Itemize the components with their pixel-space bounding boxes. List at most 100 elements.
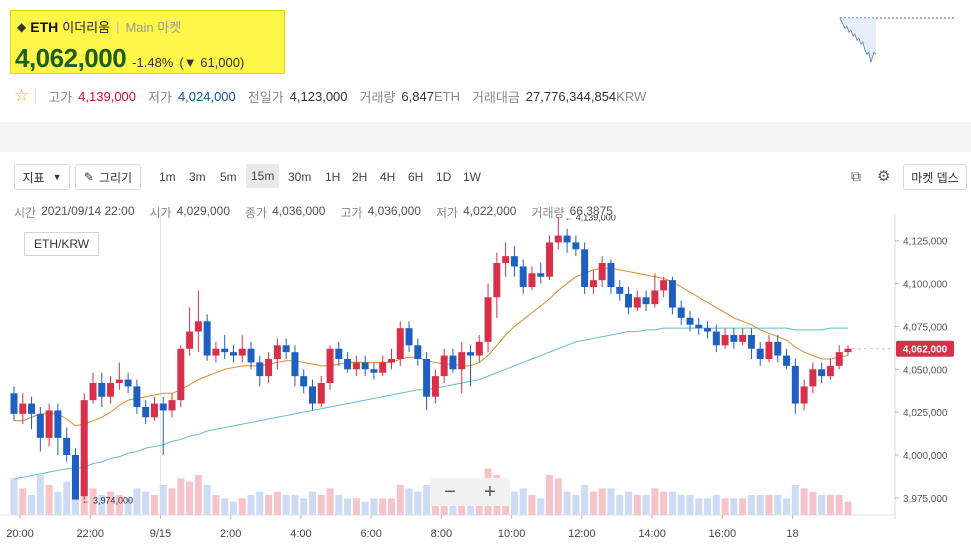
candle (493, 263, 501, 298)
candle (238, 348, 246, 356)
timeframe-1m[interactable]: 1m (159, 170, 176, 184)
candle (186, 331, 194, 349)
candle (291, 352, 299, 377)
zoom-controls: − + (430, 478, 510, 506)
timeframe-15m[interactable]: 15m (246, 164, 280, 188)
turnover-number: 27,776,344,854 (525, 88, 617, 104)
volume-bar (150, 495, 158, 515)
candle (546, 242, 554, 277)
candle (458, 352, 466, 370)
candle (563, 235, 571, 243)
coin-symbol: ETH (30, 18, 59, 35)
candle (71, 455, 79, 500)
x-tick-label: 18 (786, 528, 798, 540)
volume-bar (423, 485, 431, 515)
candle (352, 362, 360, 370)
candle (730, 335, 738, 342)
candle (133, 386, 141, 407)
candle (177, 348, 185, 401)
timeframe-6H[interactable]: 6H (408, 170, 424, 184)
timeframe-3m[interactable]: 3m (189, 170, 206, 184)
volume-bar (361, 501, 369, 515)
indicator-button[interactable]: 지표 ▼ (14, 164, 70, 190)
timeframe-1W[interactable]: 1W (463, 170, 481, 184)
volume-bar (791, 485, 799, 515)
external-link-icon[interactable]: ⧉ (851, 168, 861, 184)
volume-bar (809, 491, 817, 515)
volume-bar (756, 495, 764, 515)
timeframe-1D[interactable]: 1D (436, 170, 452, 184)
timeframe-2H[interactable]: 2H (352, 170, 368, 184)
y-tick-label: 4,025,000 (903, 408, 948, 419)
candle (28, 403, 36, 414)
volume-bar (510, 491, 518, 515)
candle (467, 352, 475, 356)
volume-bar (379, 498, 387, 515)
candle (633, 297, 641, 308)
gear-icon[interactable]: ⚙ (877, 168, 891, 185)
ohlc-high-label: 고가 (340, 206, 363, 220)
candle (818, 369, 826, 377)
candle (756, 348, 764, 359)
candle (826, 365, 834, 377)
timeframe-30m[interactable]: 30m (288, 170, 312, 184)
divider: | (116, 19, 120, 34)
ohlc-close: 4,036,000 (272, 204, 326, 218)
candle (475, 341, 483, 356)
change-percent: -1.48% (132, 55, 174, 70)
x-tick-label: 14:00 (638, 528, 666, 540)
turnover-label: 거래대금 (471, 89, 520, 105)
volume-bar (186, 481, 194, 515)
candle (537, 273, 545, 277)
prev-close-label: 전일가 (247, 89, 284, 105)
candle (423, 359, 431, 397)
volume-bar (818, 495, 826, 515)
ohlc-high: 4,036,000 (367, 204, 421, 218)
market-label: Main 마켓 (125, 20, 182, 35)
divider (35, 89, 37, 103)
ohlc-volume-label: 거래량 (531, 206, 565, 220)
volume-bar (405, 488, 413, 515)
volume-bar (194, 475, 202, 515)
candle (677, 307, 685, 318)
ohlc-low: 4,022,000 (463, 204, 517, 218)
prev-close-value: 4,123,000 (289, 88, 348, 104)
candle (221, 348, 229, 353)
mini-sparkline (839, 17, 954, 63)
candle (660, 280, 668, 291)
volume-bar (133, 488, 141, 515)
volume-bar (704, 498, 712, 515)
candle (528, 273, 536, 287)
candle (203, 321, 211, 356)
timeframe-5m[interactable]: 5m (220, 170, 237, 184)
candle (370, 369, 378, 373)
zoom-in-button[interactable]: + (484, 480, 496, 503)
timeframe-1H[interactable]: 1H (325, 170, 341, 184)
volume-bar (107, 491, 115, 515)
x-tick-label: 16:00 (709, 528, 737, 540)
pair-tag: ETH/KRW (24, 232, 100, 256)
candle (63, 437, 71, 455)
candle (721, 335, 729, 346)
coin-name: 이더리움 (62, 20, 111, 35)
volume-bar (546, 475, 554, 515)
volume-bar (308, 491, 316, 515)
volume-bar (238, 498, 246, 515)
timeframe-4H[interactable]: 4H (380, 170, 396, 184)
ticker-box: ◆ ETH 이더리움 | Main 마켓 4,062,000 -1.48% (▼… (10, 10, 285, 74)
candle (80, 400, 88, 497)
price-row: 4,062,000 -1.48% (▼ 61,000) (15, 43, 244, 74)
draw-button[interactable]: ✎ 그리기 (75, 164, 141, 190)
ohlc-close-label: 종가 (245, 206, 268, 220)
volume-bar (335, 495, 343, 515)
candle (229, 352, 237, 356)
market-depth-button[interactable]: 마켓 뎁스 (903, 164, 967, 190)
volume-bar (256, 491, 264, 515)
volume-bar (589, 491, 597, 515)
zoom-out-button[interactable]: − (444, 480, 456, 503)
candle (668, 280, 676, 308)
candle (791, 365, 799, 404)
favorite-star-icon[interactable]: ☆ (14, 86, 30, 105)
candle (19, 403, 27, 414)
volume-bar (563, 491, 571, 515)
